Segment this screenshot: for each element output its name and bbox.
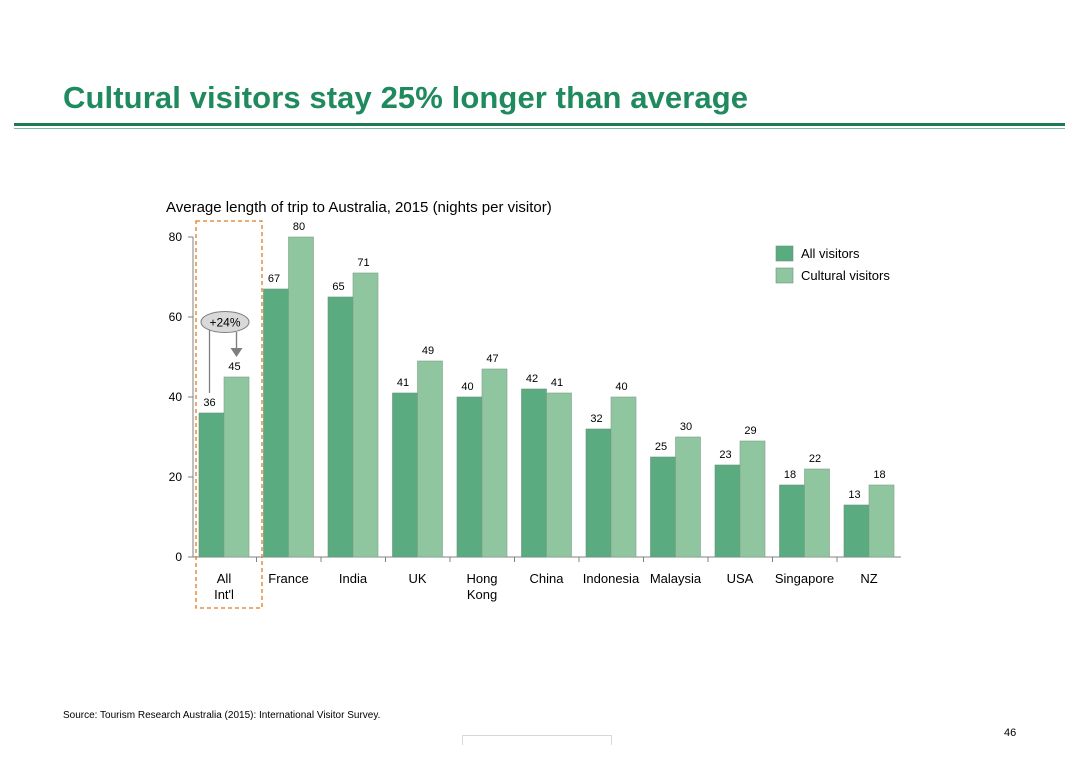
x-tick-label: Malaysia [650,571,702,586]
data-label-all-visitors: 40 [461,381,473,393]
data-label-all-visitors: 18 [784,469,796,481]
page-number: 46 [1004,727,1017,739]
bar-all-visitors [263,288,289,558]
x-tick-label: NZ [860,571,877,586]
bar-all-visitors [714,464,741,558]
callout-arrow-icon [230,348,243,357]
bar-cultural-visitors [546,392,572,558]
y-tick-label: 20 [169,470,183,484]
bar-cultural-visitors [288,236,314,558]
x-tick-label: Singapore [775,571,834,586]
callout-text: +24% [209,316,240,330]
bar-cultural-visitors [675,436,701,558]
data-label-cultural-visitors: 49 [422,345,434,357]
bar-all-visitors [585,428,612,558]
callout-bubble [200,311,250,333]
bar-cultural-visitors [417,360,443,558]
title-rule [14,123,1065,126]
legend-label: All visitors [801,246,860,261]
bar-all-visitors [650,456,676,558]
data-label-cultural-visitors: 80 [293,221,305,233]
data-label-cultural-visitors: 40 [615,381,627,393]
bar-all-visitors [327,296,354,558]
data-label-cultural-visitors: 71 [357,257,369,269]
x-tick-label: India [339,571,368,586]
data-label-cultural-visitors: 30 [680,421,692,433]
legend-label: Cultural visitors [801,268,890,283]
y-tick-label: 60 [169,310,183,324]
data-label-cultural-visitors: 18 [873,469,885,481]
bar-all-visitors [456,396,483,558]
bar-all-visitors [779,484,805,558]
bar-cultural-visitors [868,484,895,558]
source-note: Source: Tourism Research Australia (2015… [63,710,381,721]
data-label-cultural-visitors: 47 [486,353,498,365]
x-tick-label: Indonesia [583,571,640,586]
legend-swatch [775,245,794,262]
bar-all-visitors [392,392,418,558]
x-tick-label: China [530,571,565,586]
highlight-box [195,220,263,609]
data-label-all-visitors: 41 [397,377,409,389]
legend-swatch [775,267,794,284]
y-tick-label: 80 [169,230,183,244]
data-label-all-visitors: 32 [590,413,602,425]
bar-cultural-visitors [739,440,766,558]
data-label-all-visitors: 42 [526,373,538,385]
data-label-all-visitors: 25 [655,441,667,453]
data-label-all-visitors: 65 [332,281,344,293]
data-label-all-visitors: 67 [268,273,280,285]
bar-cultural-visitors [223,376,250,558]
chart-title: Average length of trip to Australia, 201… [166,199,552,216]
title-rule-thin [14,128,1065,129]
bar-cultural-visitors [610,396,637,558]
bar-cultural-visitors [481,368,508,558]
x-tick-label: All Int'l [214,571,234,602]
y-tick-label: 40 [169,390,183,404]
bar-all-visitors [198,412,225,558]
footer-box [462,735,612,745]
data-label-cultural-visitors: 45 [228,361,240,373]
bar-all-visitors [521,388,547,558]
data-label-cultural-visitors: 29 [744,425,756,437]
x-tick-label: USA [727,571,754,586]
data-label-cultural-visitors: 41 [551,377,563,389]
callout-line [208,329,212,393]
data-label-cultural-visitors: 22 [809,453,821,465]
data-label-all-visitors: 23 [719,449,731,461]
bar-cultural-visitors [804,468,830,558]
bar-cultural-visitors [352,272,379,558]
x-tick-label: France [268,571,308,586]
y-tick-label: 0 [175,550,182,564]
bar-all-visitors [843,504,870,558]
data-label-all-visitors: 36 [203,397,215,409]
x-tick-label: Hong Kong [466,571,497,602]
page-title: Cultural visitors stay 25% longer than a… [63,80,749,115]
data-label-all-visitors: 13 [848,489,860,501]
x-tick-label: UK [408,571,426,586]
